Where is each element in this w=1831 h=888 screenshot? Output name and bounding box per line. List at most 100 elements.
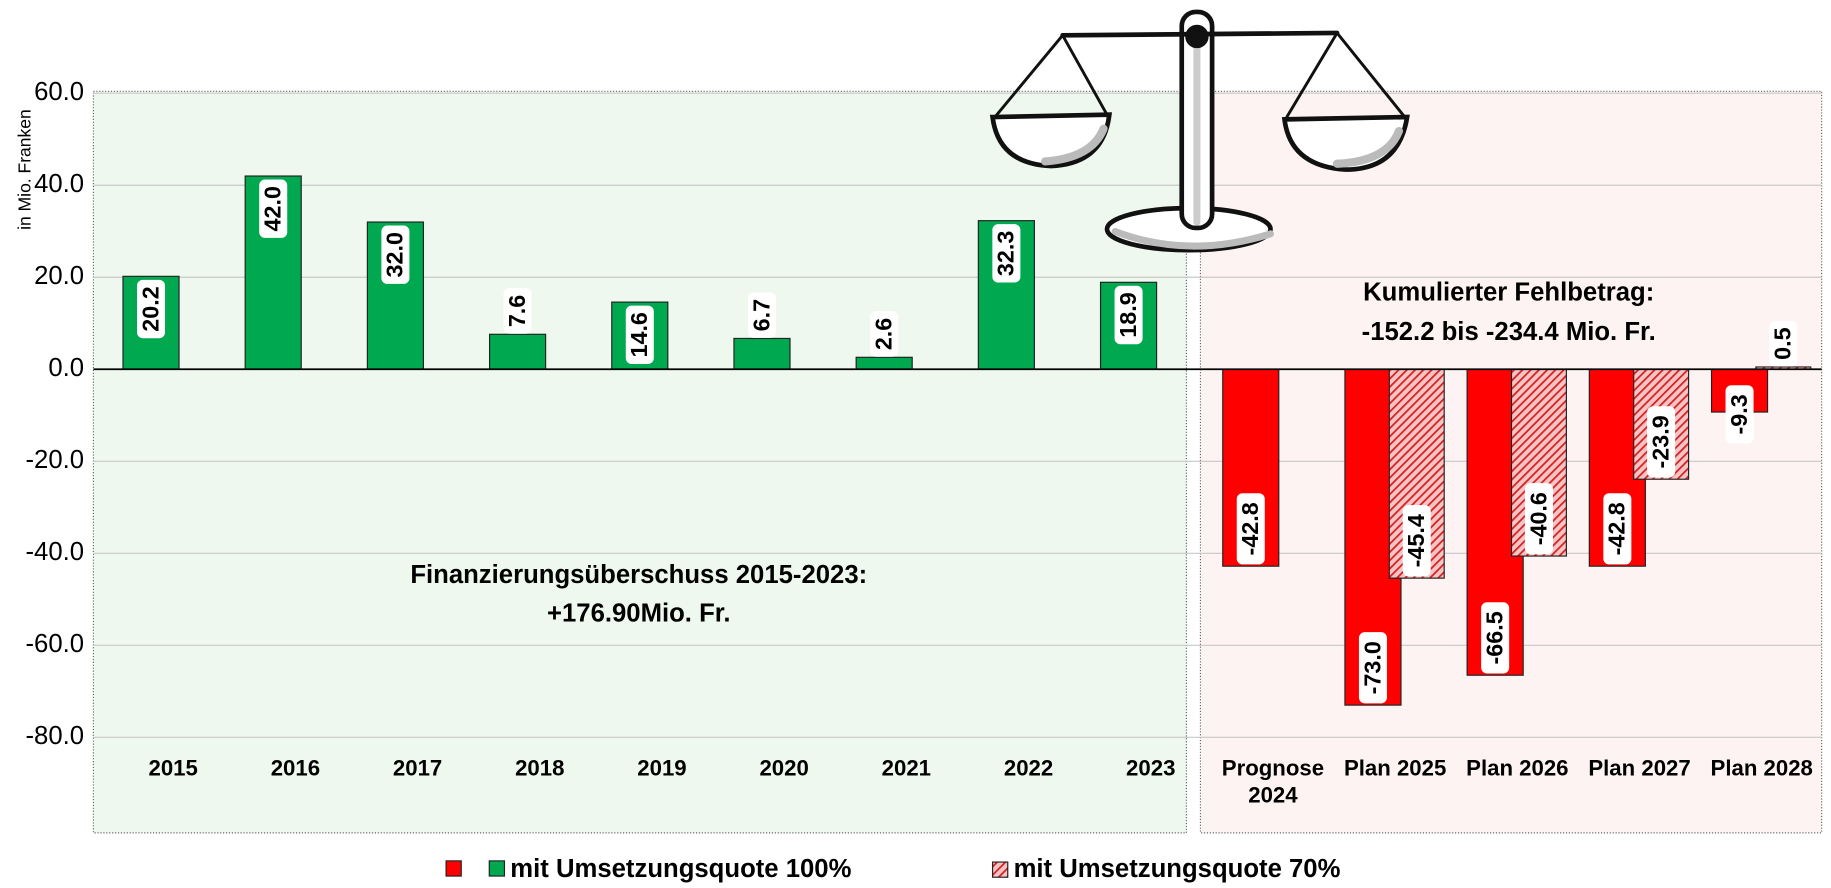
value-label-text: -42.8	[1604, 502, 1630, 555]
y-tick-label: 20.0	[34, 262, 84, 290]
value-label-text: -23.9	[1647, 415, 1673, 468]
scale-icon	[989, 9, 1410, 253]
value-label: 32.3	[992, 224, 1021, 283]
value-label: 20.2	[136, 279, 166, 339]
value-label: -23.9	[1647, 406, 1676, 478]
value-label-text: -66.5	[1481, 611, 1507, 664]
value-label-box	[1358, 632, 1387, 704]
value-label: -66.5	[1481, 602, 1510, 674]
x-tick-label: 2017	[392, 756, 443, 782]
value-label-box	[1114, 285, 1143, 345]
bar	[733, 337, 791, 370]
y-tick-label: -40.0	[26, 538, 85, 566]
y-tick-label: -20.0	[26, 446, 85, 474]
value-label-text: -73.0	[1359, 641, 1385, 694]
x-tick: Plan 2028	[1710, 756, 1813, 782]
x-tick: 2021	[881, 756, 932, 782]
x-tick-label: 2015	[148, 756, 198, 782]
value-label-text: -42.8	[1237, 502, 1263, 555]
value-label: -73.0	[1358, 632, 1387, 704]
bar	[488, 333, 547, 370]
value-label-text: 14.6	[626, 312, 652, 357]
value-label: -45.4	[1402, 505, 1431, 577]
annotation: +176.90Mio. Fr.	[547, 599, 730, 627]
annotation: -152.2 bis -234.4 Mio. Fr.	[1362, 318, 1656, 346]
annotation: Kumulierter Fehlbetrag:	[1363, 278, 1654, 306]
value-label-box	[503, 288, 532, 334]
value-label: 14.6	[625, 305, 654, 364]
value-label-text: 7.6	[504, 295, 530, 327]
x-tick-label: 2020	[759, 756, 809, 782]
legend: mit Umsetzungsquote 100% mit Umsetzungsqu…	[445, 855, 1341, 883]
x-tick-label: 2021	[881, 756, 932, 782]
x-tick-label: Plan 2027	[1588, 756, 1691, 782]
value-label: 7.6	[503, 288, 532, 334]
value-label-text: 32.3	[993, 231, 1019, 276]
value-label-box	[1481, 602, 1510, 674]
x-tick: Prognose 2024	[1221, 756, 1325, 809]
x-tick-label: Prognose 2024	[1221, 756, 1325, 809]
x-tick: 2016	[270, 756, 321, 782]
value-label-text: -40.6	[1525, 492, 1551, 545]
y-tick-label: -80.0	[26, 722, 85, 750]
x-tick-label: 2016	[270, 756, 321, 782]
value-label-box	[381, 225, 410, 284]
x-tick: 2019	[637, 756, 687, 782]
value-label-box	[747, 292, 776, 338]
x-tick: Plan 2025	[1343, 756, 1447, 782]
value-label-box	[1603, 493, 1632, 565]
x-tick-label: 2019	[637, 756, 687, 782]
value-label-box	[1725, 385, 1754, 444]
value-label: 2.6	[870, 311, 899, 357]
y-tick-label: 0.0	[48, 354, 84, 382]
value-label-text: -45.4	[1403, 514, 1429, 567]
value-label-text: 42.0	[260, 186, 286, 231]
value-label-box	[1402, 505, 1431, 577]
value-label-box	[1236, 493, 1265, 565]
value-label: -9.3	[1725, 385, 1754, 444]
value-labels: 20.2 42.0 32.0 7.6 14.6 6.7 2.6 32.3 18.9 -42.8 -7…	[136, 179, 1798, 704]
x-tick-label: 2023	[1126, 756, 1176, 782]
y-axis-label: in Mio. Franken	[14, 109, 34, 230]
legend-swatch	[445, 860, 462, 877]
value-label-text: 32.0	[382, 232, 408, 277]
value-label-box	[1524, 483, 1553, 555]
value-label-text: 0.5	[1770, 327, 1796, 359]
x-tick-label: 2018	[515, 756, 565, 782]
value-label: -42.8	[1603, 493, 1632, 565]
x-tick: 2015	[148, 756, 198, 782]
legend-swatch	[991, 861, 1009, 878]
value-label-box	[136, 279, 166, 339]
x-tick-label: 2022	[1003, 756, 1054, 782]
x-tick: Plan 2027	[1588, 756, 1691, 782]
y-tick-label: 60.0	[34, 78, 84, 106]
annotation: Finanzierungsüberschuss 2015-2023:	[410, 561, 867, 589]
value-label-box	[992, 224, 1021, 283]
x-tick: 2017	[392, 756, 443, 782]
bar	[855, 356, 913, 370]
value-label-text: 20.2	[137, 286, 163, 331]
legend-label: mit Umsetzungsquote 100%	[510, 855, 851, 883]
value-label-text: 6.7	[748, 299, 774, 331]
value-label-box	[625, 305, 654, 364]
value-label-box	[1769, 320, 1798, 367]
value-label-box	[870, 311, 899, 357]
x-tick-label: Plan 2025	[1343, 756, 1447, 782]
value-label: 32.0	[381, 225, 410, 284]
value-label-text: -9.3	[1726, 394, 1752, 434]
x-tick: 2020	[759, 756, 809, 782]
x-tick: 2022	[1003, 756, 1054, 782]
x-tick-label: Plan 2026	[1466, 756, 1569, 782]
value-label: 0.5	[1769, 320, 1798, 367]
x-tick-label: Plan 2028	[1710, 756, 1813, 782]
value-label-box	[1647, 406, 1676, 478]
legend-swatch	[488, 860, 506, 877]
value-label-text: 18.9	[1115, 292, 1141, 337]
y-tick-label: 40.0	[34, 170, 84, 198]
y-tick-label: -60.0	[26, 630, 85, 658]
value-label: 42.0	[259, 179, 288, 238]
value-label: -42.8	[1236, 493, 1265, 565]
value-label: -40.6	[1524, 483, 1553, 555]
